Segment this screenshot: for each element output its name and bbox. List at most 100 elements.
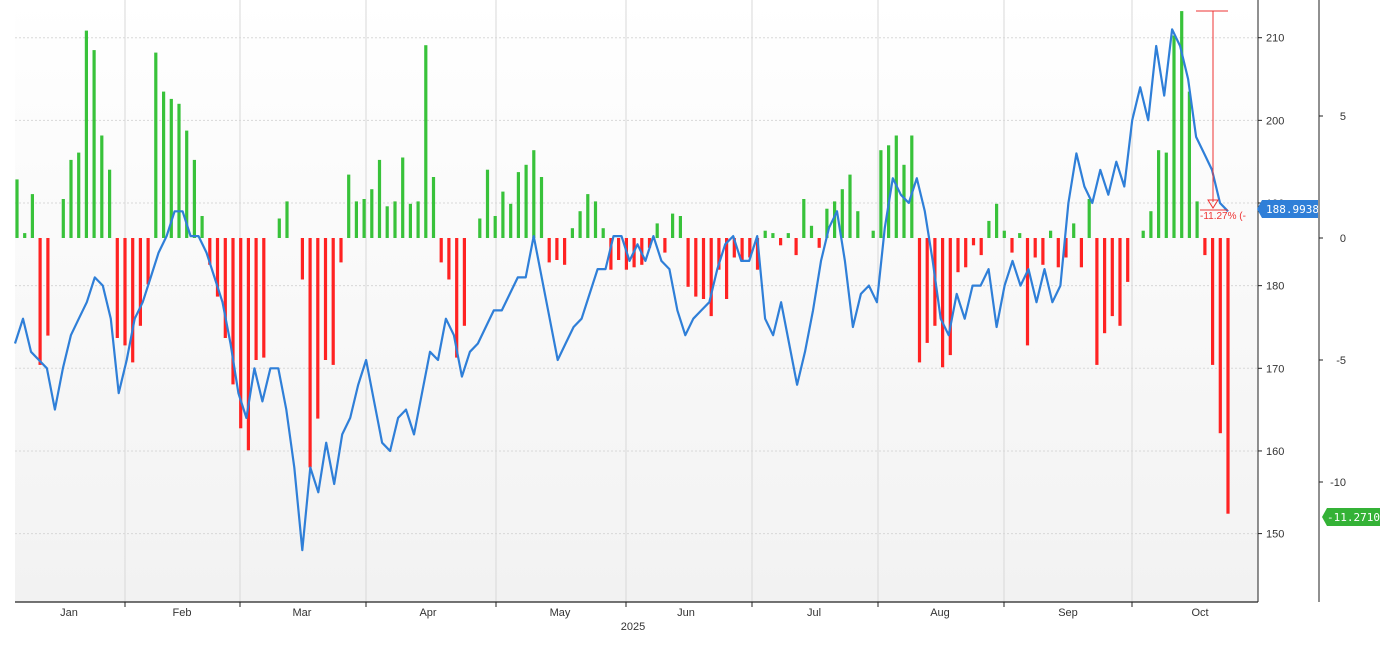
bar bbox=[385, 206, 389, 238]
bar bbox=[563, 238, 567, 265]
y-right-tick-label: -10 bbox=[1330, 477, 1346, 489]
bar bbox=[1172, 35, 1176, 238]
bar bbox=[377, 159, 382, 238]
bar bbox=[462, 238, 466, 326]
bar bbox=[609, 238, 613, 270]
bar bbox=[879, 150, 883, 238]
y-right-tick-label: -5 bbox=[1336, 355, 1346, 367]
bar bbox=[424, 45, 428, 239]
bar bbox=[655, 223, 659, 238]
bar bbox=[354, 201, 358, 238]
bar bbox=[408, 203, 412, 238]
bar bbox=[1126, 238, 1130, 282]
bar bbox=[871, 230, 875, 238]
bar bbox=[848, 174, 852, 238]
bar bbox=[262, 238, 266, 358]
bar bbox=[1226, 238, 1230, 514]
bar bbox=[1025, 238, 1030, 346]
bar bbox=[131, 238, 135, 363]
bar bbox=[393, 201, 397, 238]
bar bbox=[115, 238, 119, 338]
bar bbox=[1079, 238, 1083, 268]
y-left-tick-label: 200 bbox=[1266, 115, 1284, 127]
bar bbox=[779, 238, 783, 246]
bar bbox=[69, 159, 73, 238]
bar bbox=[771, 233, 775, 238]
bar bbox=[416, 201, 420, 238]
bar bbox=[740, 238, 744, 260]
bar bbox=[570, 228, 574, 238]
bar bbox=[493, 216, 497, 238]
price-line bbox=[13, 28, 1229, 552]
bar bbox=[1095, 238, 1099, 365]
price-badge bbox=[1257, 200, 1318, 218]
bar bbox=[1164, 152, 1168, 238]
bar bbox=[223, 238, 227, 338]
bar bbox=[617, 238, 621, 260]
pct-badge bbox=[1322, 508, 1380, 526]
bar bbox=[1203, 238, 1207, 256]
bar bbox=[732, 238, 736, 258]
bar bbox=[61, 199, 65, 238]
bar bbox=[1187, 91, 1191, 238]
bar bbox=[701, 238, 706, 299]
bar bbox=[910, 135, 914, 238]
bar bbox=[1103, 238, 1107, 334]
bar bbox=[185, 130, 189, 238]
bar bbox=[108, 169, 112, 238]
bar bbox=[748, 238, 752, 258]
bar bbox=[725, 238, 729, 299]
bar bbox=[601, 228, 605, 238]
bar bbox=[1110, 238, 1114, 317]
bar bbox=[431, 177, 436, 238]
bar bbox=[825, 208, 829, 238]
bar bbox=[1218, 238, 1222, 434]
bar bbox=[15, 179, 19, 238]
bar bbox=[84, 30, 88, 238]
bar bbox=[162, 91, 166, 238]
x-tick-label: Mar bbox=[293, 607, 312, 619]
bar bbox=[794, 238, 798, 256]
bar bbox=[887, 145, 891, 238]
pct-badge-label: -11.2710 bbox=[1327, 511, 1380, 524]
bar bbox=[786, 233, 790, 238]
x-tick-label: Jan bbox=[60, 607, 78, 619]
bar bbox=[1118, 238, 1122, 326]
bar bbox=[941, 238, 945, 368]
bar bbox=[1141, 230, 1145, 238]
bar bbox=[578, 211, 582, 238]
bar bbox=[1087, 199, 1091, 238]
bar bbox=[686, 238, 690, 287]
bar bbox=[1033, 238, 1037, 258]
bar bbox=[833, 201, 837, 238]
x-tick-label: Feb bbox=[173, 607, 192, 619]
drawdown-marker-icon bbox=[1207, 199, 1219, 209]
bar bbox=[447, 238, 451, 280]
bar bbox=[678, 216, 682, 238]
x-tick-label: May bbox=[550, 607, 571, 619]
bar bbox=[948, 238, 952, 356]
bar bbox=[100, 135, 104, 238]
bar bbox=[717, 238, 721, 270]
bar bbox=[1149, 211, 1153, 238]
bars-layer bbox=[15, 11, 1230, 514]
bar bbox=[763, 230, 767, 238]
bar bbox=[1018, 233, 1022, 238]
bar bbox=[478, 218, 482, 238]
bar bbox=[539, 177, 544, 238]
bar bbox=[917, 238, 922, 363]
plot-background bbox=[15, 0, 1258, 602]
x-tick-label: Oct bbox=[1191, 607, 1208, 619]
y-left-tick-label: 170 bbox=[1266, 363, 1284, 375]
bar bbox=[308, 238, 312, 468]
bar bbox=[38, 238, 42, 365]
bar bbox=[1010, 238, 1014, 253]
bar bbox=[671, 213, 675, 238]
bar bbox=[663, 238, 667, 253]
bar bbox=[755, 238, 760, 270]
bar bbox=[524, 164, 528, 238]
bar bbox=[331, 238, 335, 365]
bar bbox=[192, 159, 196, 238]
bar bbox=[1056, 238, 1060, 268]
